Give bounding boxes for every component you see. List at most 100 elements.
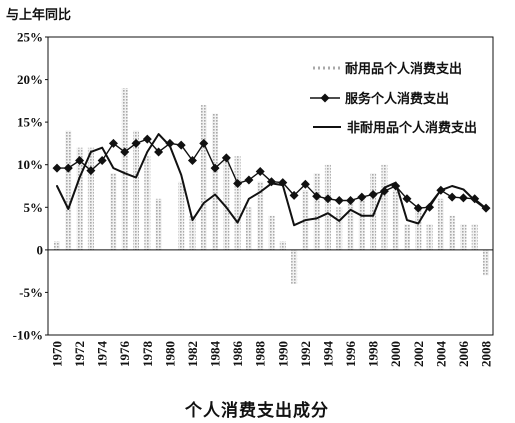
x-tick-label: 1994	[320, 341, 335, 368]
x-tick-label: 1996	[343, 341, 358, 368]
legend-item-durable-goods: 耐用品个人消费支出	[313, 61, 462, 77]
durable-goods-bars	[54, 88, 489, 284]
services-point	[458, 193, 468, 203]
durable-goods-bar	[155, 198, 162, 250]
y-tick-label: 15%	[17, 115, 43, 130]
x-tick-label: 1980	[162, 341, 177, 367]
services-line	[56, 138, 487, 209]
services-point	[312, 191, 322, 201]
durable-goods-bar	[483, 249, 489, 276]
durable-goods-bar	[426, 224, 433, 250]
services-point	[120, 147, 130, 157]
durable-goods-bar	[370, 173, 377, 250]
durable-goods-bar	[257, 181, 264, 250]
services-point	[379, 186, 389, 196]
services-point	[187, 155, 197, 165]
x-tick-label: 2000	[388, 341, 403, 367]
services-point	[63, 163, 73, 173]
services-point	[402, 194, 412, 204]
services-point	[52, 163, 62, 173]
services-point	[267, 177, 276, 187]
x-tick-label: 2006	[456, 341, 471, 368]
x-tick-label: 2008	[479, 341, 494, 368]
services-point	[413, 203, 423, 213]
x-axis: 1970 1972 1974 1976 1978 1980 1982 1984 1986 1988…	[50, 341, 494, 368]
durable-goods-bar	[449, 215, 456, 250]
x-tick-label: 1982	[185, 341, 200, 367]
services-point	[289, 190, 299, 200]
durable-goods-bar	[121, 88, 128, 250]
durable-goods-bar	[268, 215, 275, 250]
legend-diamond-marker	[320, 93, 330, 103]
services-point	[210, 163, 220, 173]
services-point	[346, 195, 356, 205]
x-tick-label: 1970	[50, 341, 65, 367]
services-point	[391, 181, 401, 191]
durable-goods-bar	[212, 113, 219, 250]
y-tick-label: 25%	[17, 30, 43, 45]
x-tick-label: 1986	[230, 341, 245, 368]
services-point	[255, 167, 265, 177]
series-lines	[52, 133, 491, 227]
services-point	[221, 153, 231, 163]
durable-goods-bar	[234, 156, 241, 250]
legend: 耐用品个人消费支出 服务个人消费支出 非耐用品个人消费支出	[310, 61, 477, 136]
x-tick-label: 1988	[253, 341, 268, 368]
services-point	[108, 138, 118, 148]
services-point	[142, 134, 152, 144]
services-point	[154, 147, 164, 157]
durable-goods-bar	[133, 130, 139, 250]
legend-label-services: 服务个人消费支出	[345, 91, 449, 107]
x-tick-label: 1984	[208, 341, 223, 368]
x-tick-label: 1974	[95, 341, 110, 368]
legend-label-nondurable-goods: 非耐用品个人消费支出	[347, 120, 477, 136]
durable-goods-bar	[347, 198, 354, 250]
durable-goods-bar	[324, 164, 331, 250]
durable-goods-bar	[437, 198, 444, 250]
services-point	[244, 175, 254, 185]
durable-goods-bar	[291, 249, 298, 284]
durable-goods-bar	[313, 173, 320, 250]
durable-goods-bar	[54, 241, 60, 250]
services-point	[131, 138, 141, 148]
x-tick-label: 1972	[72, 341, 87, 367]
x-tick-label: 1998	[366, 341, 381, 368]
durable-goods-bar	[279, 241, 286, 250]
y-tick-label: -10%	[13, 328, 43, 343]
services-point	[334, 195, 344, 205]
durable-goods-bar	[200, 105, 207, 250]
services-point	[75, 155, 85, 165]
services-point	[368, 190, 378, 200]
durable-goods-bar	[415, 207, 422, 250]
durable-goods-bar	[392, 190, 399, 250]
services-point	[481, 203, 491, 213]
services-point	[425, 202, 435, 212]
x-tick-label: 2004	[433, 341, 448, 368]
services-point	[447, 192, 457, 202]
durable-goods-bar	[144, 156, 151, 250]
legend-item-services: 服务个人消费支出	[310, 91, 449, 107]
y-tick-label: 0	[37, 242, 44, 257]
x-tick-label: 1976	[117, 341, 132, 368]
y-tick-label: 10%	[17, 157, 43, 172]
x-tick-label: 1978	[140, 341, 155, 368]
x-tick-label: 1992	[298, 341, 313, 367]
services-point	[97, 155, 107, 165]
services-point	[86, 166, 96, 176]
durable-goods-bar	[189, 215, 196, 250]
y-tick-label: -5%	[19, 285, 43, 300]
services-point	[300, 179, 310, 189]
x-tick-label: 2002	[411, 341, 426, 367]
legend-label-durable-goods: 耐用品个人消费支出	[345, 61, 462, 77]
services-point	[233, 178, 243, 188]
durable-goods-bar	[110, 173, 117, 250]
durable-goods-bar	[404, 224, 410, 250]
services-point	[165, 138, 175, 148]
services-point	[436, 185, 446, 195]
y-tick-label: 20%	[17, 72, 43, 87]
y-tick-label: 5%	[24, 200, 44, 215]
legend-item-nondurable-goods: 非耐用品个人消费支出	[313, 120, 477, 136]
services-point	[176, 140, 186, 150]
durable-goods-bar	[245, 207, 252, 250]
